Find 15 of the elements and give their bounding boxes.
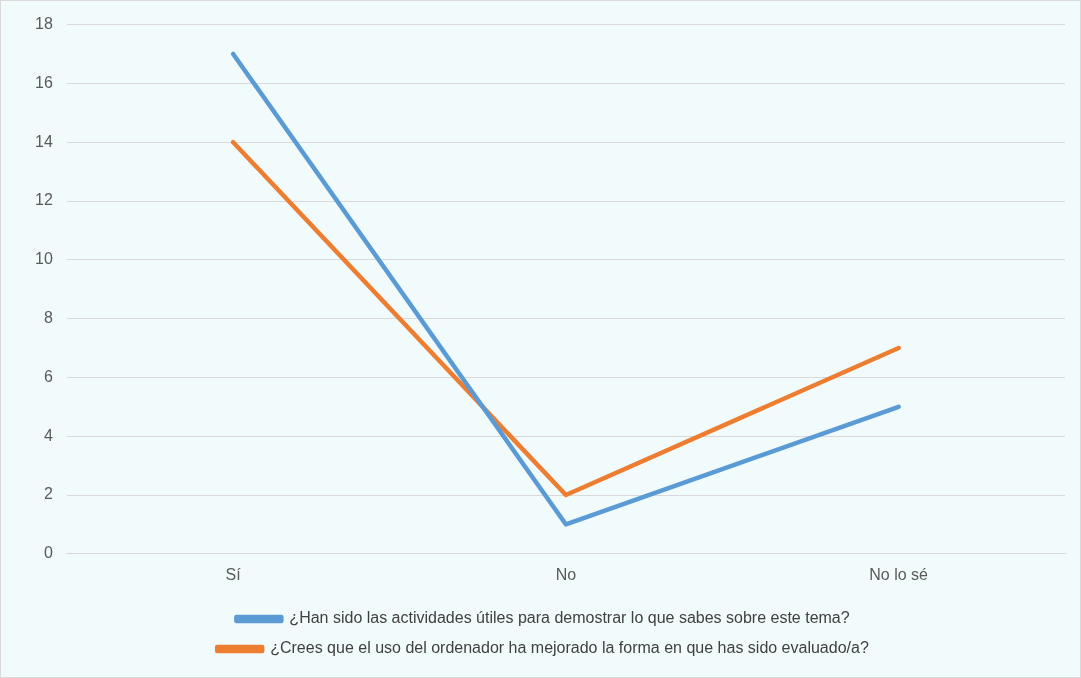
legend-label: ¿Han sido las actividades útiles para demostrar lo que sabes sobre este tema?	[289, 609, 850, 627]
y-tick-label: 6	[43, 367, 53, 385]
y-tick-label: 4	[43, 426, 53, 444]
x-tick-label: No lo sé	[869, 565, 929, 583]
y-tick-label: 16	[35, 73, 53, 91]
y-tick-label: 2	[43, 485, 53, 503]
x-tick-label: Sí	[225, 565, 242, 583]
x-tick-label: No	[555, 565, 577, 583]
y-tick-label: 14	[35, 132, 53, 150]
y-tick-label: 12	[35, 191, 53, 209]
y-tick-label: 18	[35, 15, 53, 33]
y-tick-label: 10	[35, 250, 53, 268]
y-tick-label: 8	[43, 309, 53, 327]
legend-label: ¿Crees que el uso del ordenador ha mejorado la forma en que has sido evaluado/a?	[270, 639, 869, 657]
y-tick-label: 0	[43, 544, 53, 562]
